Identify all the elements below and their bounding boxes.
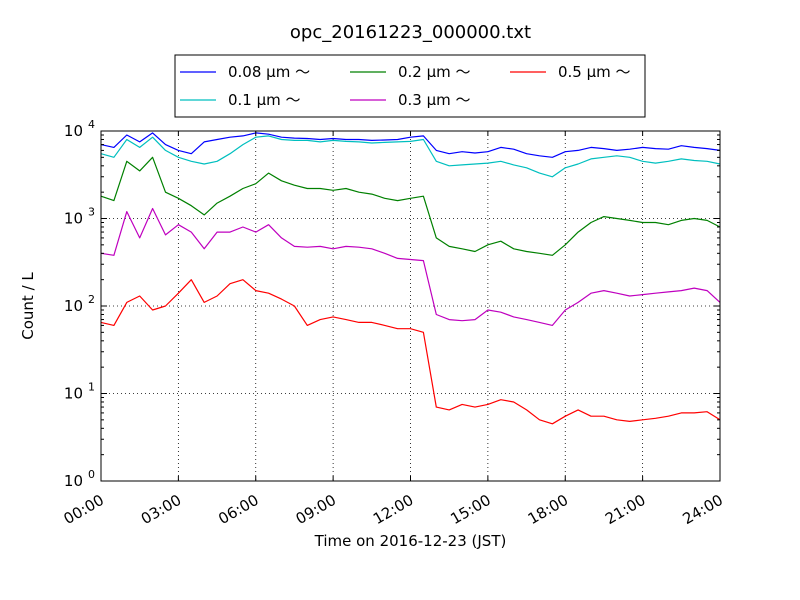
series-line [100,135,721,178]
y-tick-base: 10 [64,122,83,140]
y-tick-exponent: 4 [88,118,95,131]
legend-label: 0.3 μm ～ [398,91,471,109]
y-tick-base: 10 [64,210,83,228]
series-line [100,279,721,425]
legend-box [174,54,646,118]
legend-label: 0.1 μm ～ [228,91,301,109]
y-tick-base: 10 [64,472,83,490]
legend-items: 0.08 μm ～ 0.1 μm ～ 0.2 μm ～ 0.3 μm ～ 0.5 μm … [180,63,631,109]
y-tick-base: 10 [64,385,83,403]
legend-label: 0.5 μm ～ [558,63,631,81]
series-line [100,132,721,158]
series-lines [100,132,721,425]
x-axis-label: Time on 2016-12-23 (JST) [314,532,507,550]
legend-label: 0.2 μm ～ [398,63,471,81]
series-line [100,207,721,326]
y-tick-base: 10 [64,297,83,315]
y-tick-exponent: 2 [88,293,95,306]
legend-label: 0.08 μm ～ [228,63,310,81]
y-tick-label: 10 [64,210,83,228]
y-axis-label: Count / L [19,272,37,340]
axis-ticks [100,130,721,482]
y-tick-labels: 10 0 10 1 10 2 10 3 10 4 [64,118,95,490]
chart-title: opc_20161223_000000.txt [290,22,531,43]
legend: 0.08 μm ～ 0.1 μm ～ 0.2 μm ～ 0.3 μm ～ 0.5 μm … [174,54,646,118]
y-tick-label: 10 [64,385,83,403]
y-tick-label: 10 [64,122,83,140]
y-tick-exponent: 1 [88,381,95,394]
series-line [100,156,721,256]
y-tick-exponent: 0 [88,468,95,481]
y-tick-label: 10 [64,297,83,315]
y-tick-exponent: 3 [88,206,95,219]
y-tick-label: 10 [64,472,83,490]
